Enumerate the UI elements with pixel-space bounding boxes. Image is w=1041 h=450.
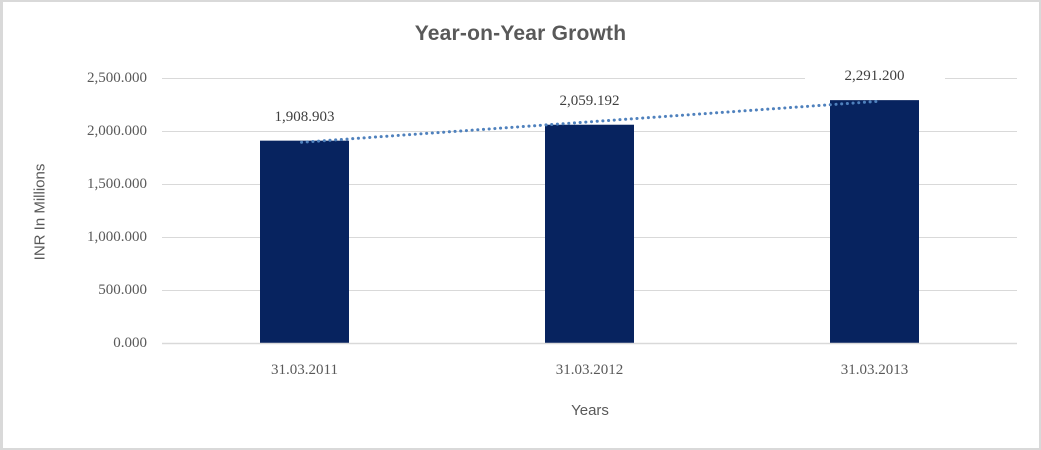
bar (260, 140, 349, 343)
y-tick-label: 0.000 (113, 335, 147, 351)
bar-value-label: 2,059.192 (519, 92, 660, 110)
bar-value-label: 2,291.200 (804, 68, 945, 86)
trendline (300, 99, 879, 144)
y-tick-label: 2,000.000 (87, 123, 147, 139)
bar-value-label: 1,908.903 (234, 108, 375, 126)
bar (545, 124, 634, 343)
bar-value-text: 2,059.192 (557, 92, 622, 109)
chart-title: Year-on-Year Growth (414, 22, 627, 45)
y-tick-label: 1,500.000 (87, 176, 147, 192)
x-axis-title: Years (571, 402, 609, 419)
bar-value-text: 2,291.200 (842, 68, 907, 85)
bar-value-text: 1,908.903 (272, 108, 337, 125)
y-tick-label: 1,000.000 (87, 229, 147, 245)
x-category-label: 31.03.2011 (271, 362, 338, 378)
bar (830, 100, 919, 343)
x-category-label: 31.03.2012 (555, 362, 624, 378)
x-category-label: 31.03.2013 (840, 362, 909, 378)
y-tick-label: 2,500.000 (87, 70, 147, 86)
y-tick-label: 500.000 (98, 282, 147, 298)
